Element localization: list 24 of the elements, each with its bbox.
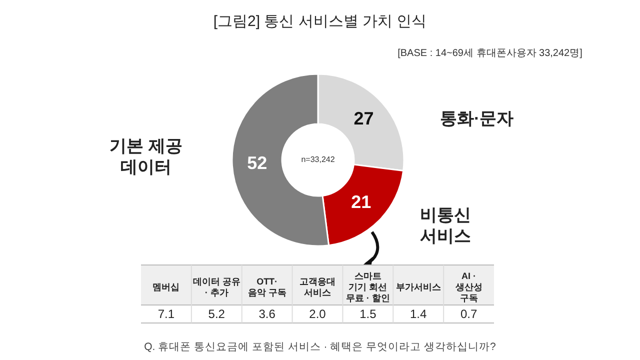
category-label: 멤버십 [152, 282, 180, 292]
text: Q. 휴대폰 통신요금에 포함된 서비스 · 혜택은 무엇이라고 생각하십니까? [144, 340, 496, 353]
data-label: 1.4 [410, 307, 428, 322]
data-label: 1.5 [360, 307, 377, 322]
text: n=33,242 [301, 155, 336, 164]
data-label: 21 [351, 192, 372, 212]
chart-subtitle: [BASE : 14~69세 휴대폰사용자 33,242명] [398, 48, 583, 59]
slice-label: 비통신 서비스 [420, 206, 471, 246]
chart-title: [그림2] 통신 서비스별 가치 인식 [213, 12, 427, 30]
slice-label: 통화·문자 [440, 109, 514, 128]
slice-label: 기본 제공 데이터 [110, 136, 182, 178]
data-label: 27 [354, 108, 374, 128]
category-label: 고객응대 서비스 [300, 276, 336, 298]
category-label: AI · 생산성 구독 [454, 272, 482, 304]
data-label: 0.7 [460, 307, 478, 322]
category-label: OTT· 음악 구독 [248, 276, 286, 298]
data-label: 7.1 [158, 307, 175, 322]
category-label: 데이터 공유 · 추가 [192, 276, 240, 298]
category-label: 부가서비스 [396, 282, 441, 292]
data-label: 52 [247, 152, 268, 173]
data-label: 5.2 [208, 307, 226, 322]
category-label: 스마트 기기 회선 무료 · 할인 [346, 272, 390, 304]
data-label: 3.6 [258, 307, 276, 322]
data-label: 2.0 [309, 307, 326, 322]
